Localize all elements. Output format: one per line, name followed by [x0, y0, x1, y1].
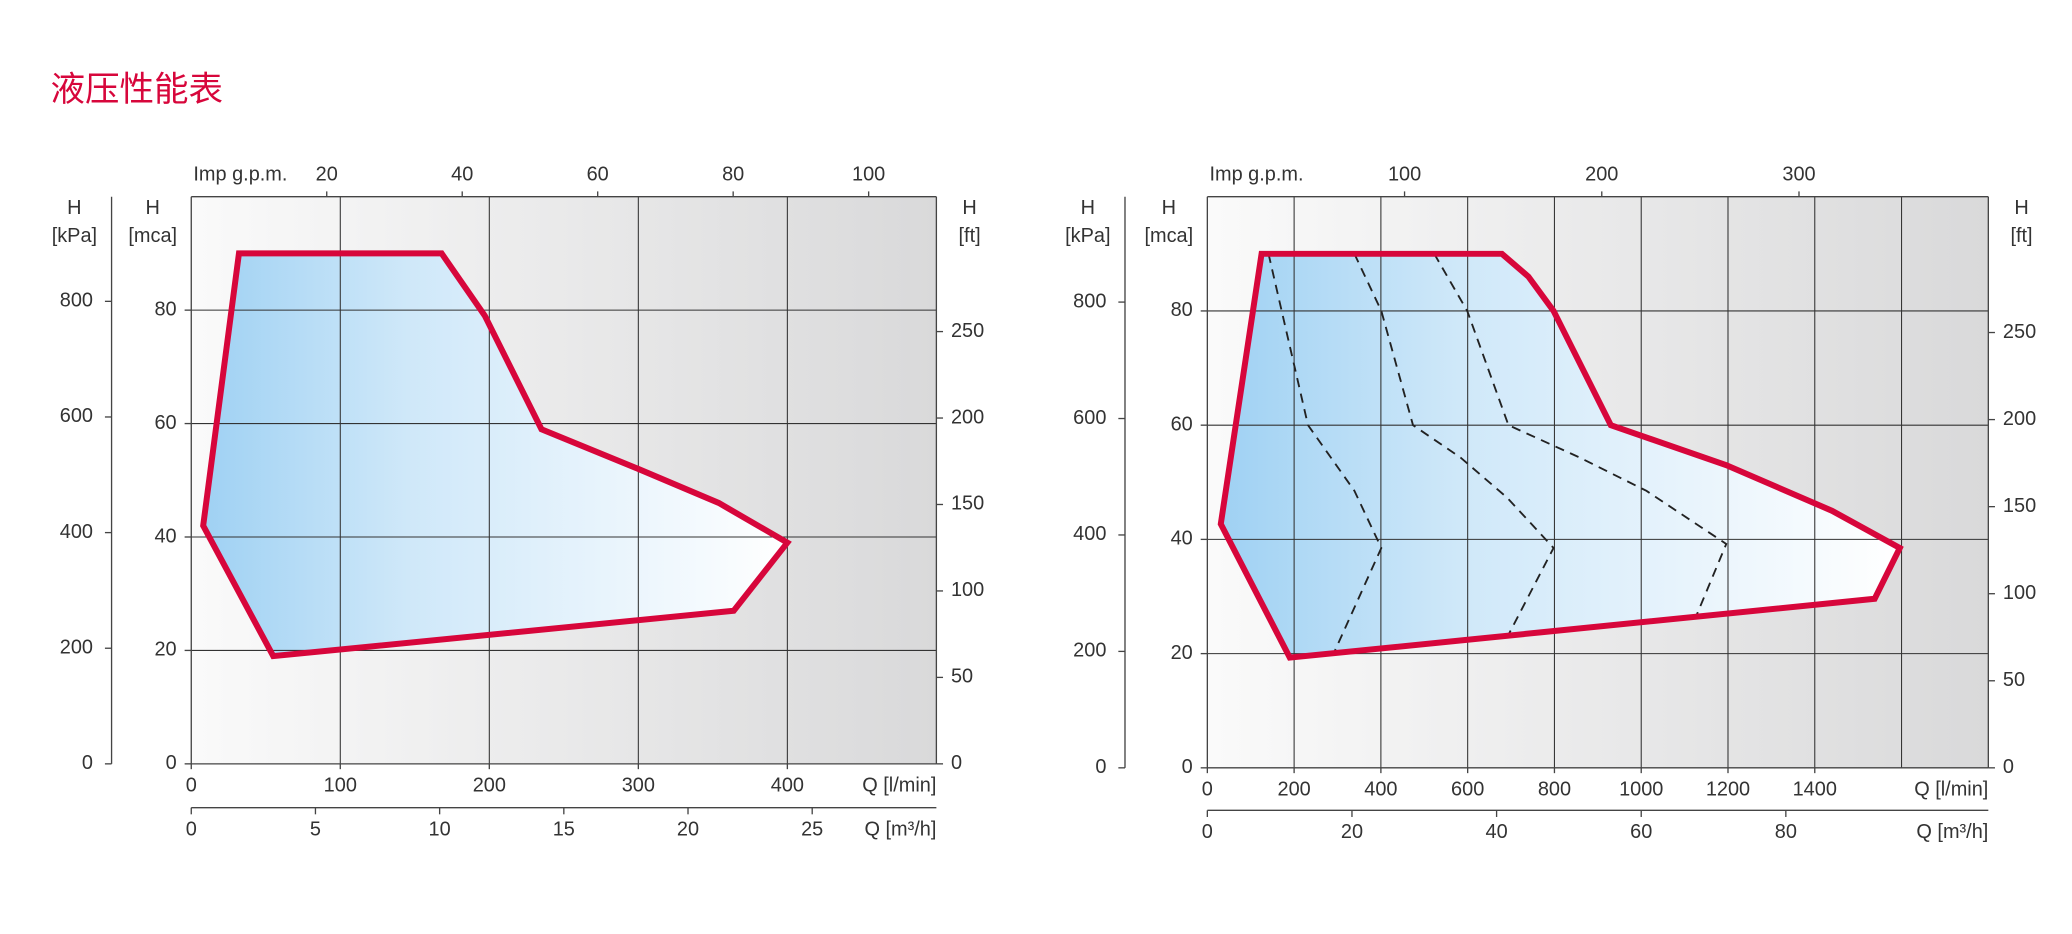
envelope-outline — [1217, 250, 1904, 661]
x-tick-label: 1000 — [1619, 779, 1663, 801]
x2-axis-title: Q [m³/h] — [1916, 821, 1988, 843]
x-tick-label: 200 — [1278, 779, 1311, 801]
x3-tick-label: 80 — [722, 164, 744, 186]
x-tick-label: 0 — [1202, 779, 1213, 801]
x3-tick-label: 300 — [1782, 164, 1815, 186]
x-tick-label: 100 — [324, 775, 357, 797]
y-tick-label: 40 — [1171, 528, 1193, 550]
x3-tick-label: 200 — [1585, 164, 1618, 186]
envelope-fill — [203, 253, 788, 657]
y2-tick-label: 200 — [60, 636, 93, 658]
x-axis-title: Q [l/min] — [862, 775, 936, 797]
x3-tick-label: 20 — [316, 164, 338, 186]
x2-tick-label: 40 — [1486, 821, 1508, 843]
y-axis-title: [mca] — [1144, 225, 1193, 247]
x3-tick-label: 100 — [852, 164, 885, 186]
y-axis-title: H — [146, 197, 160, 219]
x-axis-title: Q [l/min] — [1914, 779, 1988, 801]
y-tick-label: 40 — [154, 525, 176, 547]
x-tick-label: 400 — [771, 775, 804, 797]
x2-tick-label: 15 — [553, 819, 575, 841]
y2-axis-title: [kPa] — [1065, 225, 1110, 247]
y2-tick-label: 200 — [1073, 640, 1106, 662]
x2-tick-label: 5 — [310, 819, 321, 841]
x-tick-label: 200 — [473, 775, 506, 797]
y-tick-label: 80 — [1171, 299, 1193, 321]
x2-tick-label: 60 — [1630, 821, 1652, 843]
x3-tick-label: 40 — [451, 164, 473, 186]
y-tick-label: 20 — [1171, 642, 1193, 664]
y-tick-label: 60 — [154, 412, 176, 434]
x-tick-label: 300 — [622, 775, 655, 797]
x2-tick-label: 10 — [429, 819, 451, 841]
y2-tick-label: 0 — [1095, 756, 1106, 778]
y3-tick-label: 0 — [951, 752, 962, 774]
x-tick-label: 0 — [186, 775, 197, 797]
envelope-outline — [200, 250, 792, 660]
y3-axis-title: [ft] — [959, 225, 981, 247]
y-tick-label: 20 — [154, 639, 176, 661]
y2-tick-label: 800 — [1073, 290, 1106, 312]
x-tick-label: 800 — [1538, 779, 1571, 801]
x2-tick-label: 0 — [1202, 821, 1213, 843]
dashed-curve — [1267, 253, 1383, 652]
y-axis-title: H — [1162, 197, 1176, 219]
y2-tick-label: 400 — [1073, 523, 1106, 545]
x2-axis-title: Q [m³/h] — [864, 819, 936, 841]
y2-tick-label: 800 — [60, 290, 93, 312]
y3-tick-label: 200 — [2003, 408, 2036, 430]
page-title: 液压性能表 — [50, 71, 223, 109]
y2-tick-label: 600 — [60, 405, 93, 427]
y-tick-label: 0 — [1182, 756, 1193, 778]
y-tick-label: 80 — [154, 298, 176, 320]
y3-axis-title: [ft] — [2010, 225, 2032, 247]
y3-tick-label: 50 — [2003, 669, 2025, 691]
y2-axis-title: H — [1081, 197, 1095, 219]
x2-tick-label: 20 — [677, 819, 699, 841]
x-tick-label: 1400 — [1793, 779, 1837, 801]
y2-tick-label: 600 — [1073, 407, 1106, 429]
x2-tick-label: 80 — [1775, 821, 1797, 843]
y3-tick-label: 200 — [951, 406, 984, 428]
y-axis-title: [mca] — [128, 225, 177, 247]
x3-axis-title: Imp g.p.m. — [193, 164, 287, 186]
dashed-curve — [1353, 253, 1555, 636]
y3-tick-label: 50 — [951, 666, 973, 688]
x-tick-label: 600 — [1451, 779, 1484, 801]
x3-tick-label: 100 — [1388, 164, 1421, 186]
x3-axis-title: Imp g.p.m. — [1209, 164, 1303, 186]
x2-tick-label: 25 — [801, 819, 823, 841]
dashed-curve — [1433, 253, 1728, 616]
x3-tick-label: 60 — [587, 164, 609, 186]
y-tick-label: 0 — [166, 752, 177, 774]
y3-tick-label: 150 — [2003, 495, 2036, 517]
y2-axis-title: H — [67, 197, 81, 219]
y3-tick-label: 100 — [951, 579, 984, 601]
x-tick-label: 400 — [1364, 779, 1397, 801]
envelope-fill — [1220, 253, 1900, 658]
y2-tick-label: 400 — [60, 521, 93, 543]
y-tick-label: 60 — [1171, 413, 1193, 435]
y3-tick-label: 0 — [2003, 756, 2014, 778]
y2-axis-title: [kPa] — [52, 225, 97, 247]
y3-tick-label: 250 — [951, 320, 984, 342]
y3-axis-title: H — [2014, 197, 2028, 219]
y3-tick-label: 150 — [951, 493, 984, 515]
y3-axis-title: H — [962, 197, 976, 219]
x-tick-label: 1200 — [1706, 779, 1750, 801]
x2-tick-label: 20 — [1341, 821, 1363, 843]
y2-tick-label: 0 — [82, 752, 93, 774]
y3-tick-label: 100 — [2003, 582, 2036, 604]
x2-tick-label: 0 — [186, 819, 197, 841]
y3-tick-label: 250 — [2003, 321, 2036, 343]
